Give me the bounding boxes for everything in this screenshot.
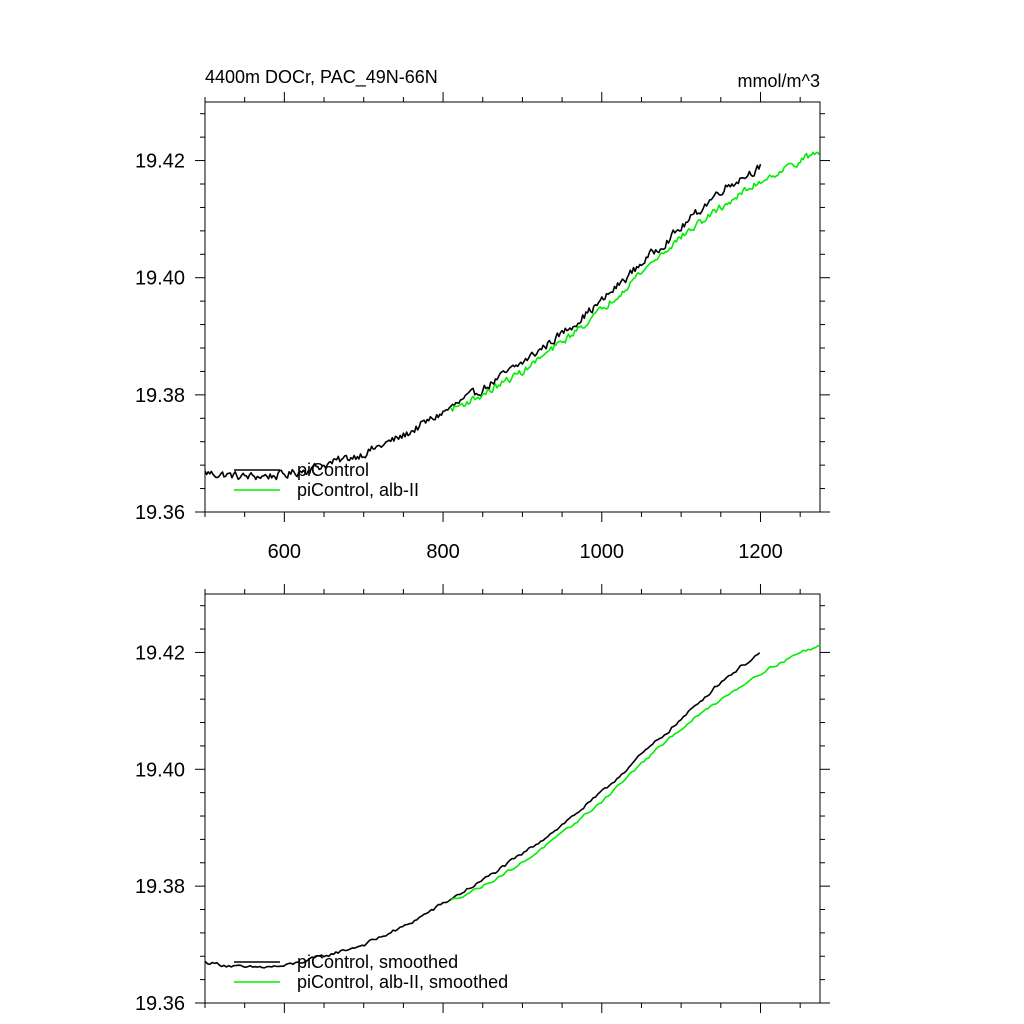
series-line-picontrol-smoothed xyxy=(204,652,761,969)
x-tick-label: 1200 xyxy=(738,541,783,563)
top-panel: 19.36 19.38 19.40 19.42 600 800 1000 1200 piCont… xyxy=(135,92,830,563)
legend-label: piControl, alb-II, smoothed xyxy=(297,972,508,992)
y-tick-label: 19.36 xyxy=(135,993,185,1015)
x-tick-label: 1000 xyxy=(580,541,625,563)
y-tick-label: 19.38 xyxy=(135,876,185,898)
legend-label: piControl, alb-II xyxy=(297,480,419,500)
series-line-picontrol-alb-ii-smoothed xyxy=(450,644,821,901)
series-line-picontrol-alb-ii xyxy=(450,151,820,413)
y-tick-label: 19.40 xyxy=(135,268,185,290)
units-label: mmol/m^3 xyxy=(738,71,820,91)
plot-frame xyxy=(204,101,821,513)
chart-title: 4400m DOCr, PAC_49N-66N xyxy=(205,67,438,88)
bottom-panel: 19.36 19.38 19.40 19.42 piControl, smoothedp… xyxy=(135,584,830,1015)
y-tick-label: 19.38 xyxy=(135,385,185,407)
plot-frame xyxy=(204,593,821,1004)
legend-label: piControl, smoothed xyxy=(297,952,458,972)
y-tick-label: 19.40 xyxy=(135,759,185,781)
x-tick-label: 600 xyxy=(268,541,301,563)
y-tick-label: 19.36 xyxy=(135,502,185,524)
x-tick-label: 800 xyxy=(426,541,459,563)
series-line-picontrol xyxy=(204,163,762,481)
y-tick-label: 19.42 xyxy=(135,151,185,173)
legend-label: piControl xyxy=(297,460,369,480)
y-tick-label: 19.42 xyxy=(135,642,185,664)
